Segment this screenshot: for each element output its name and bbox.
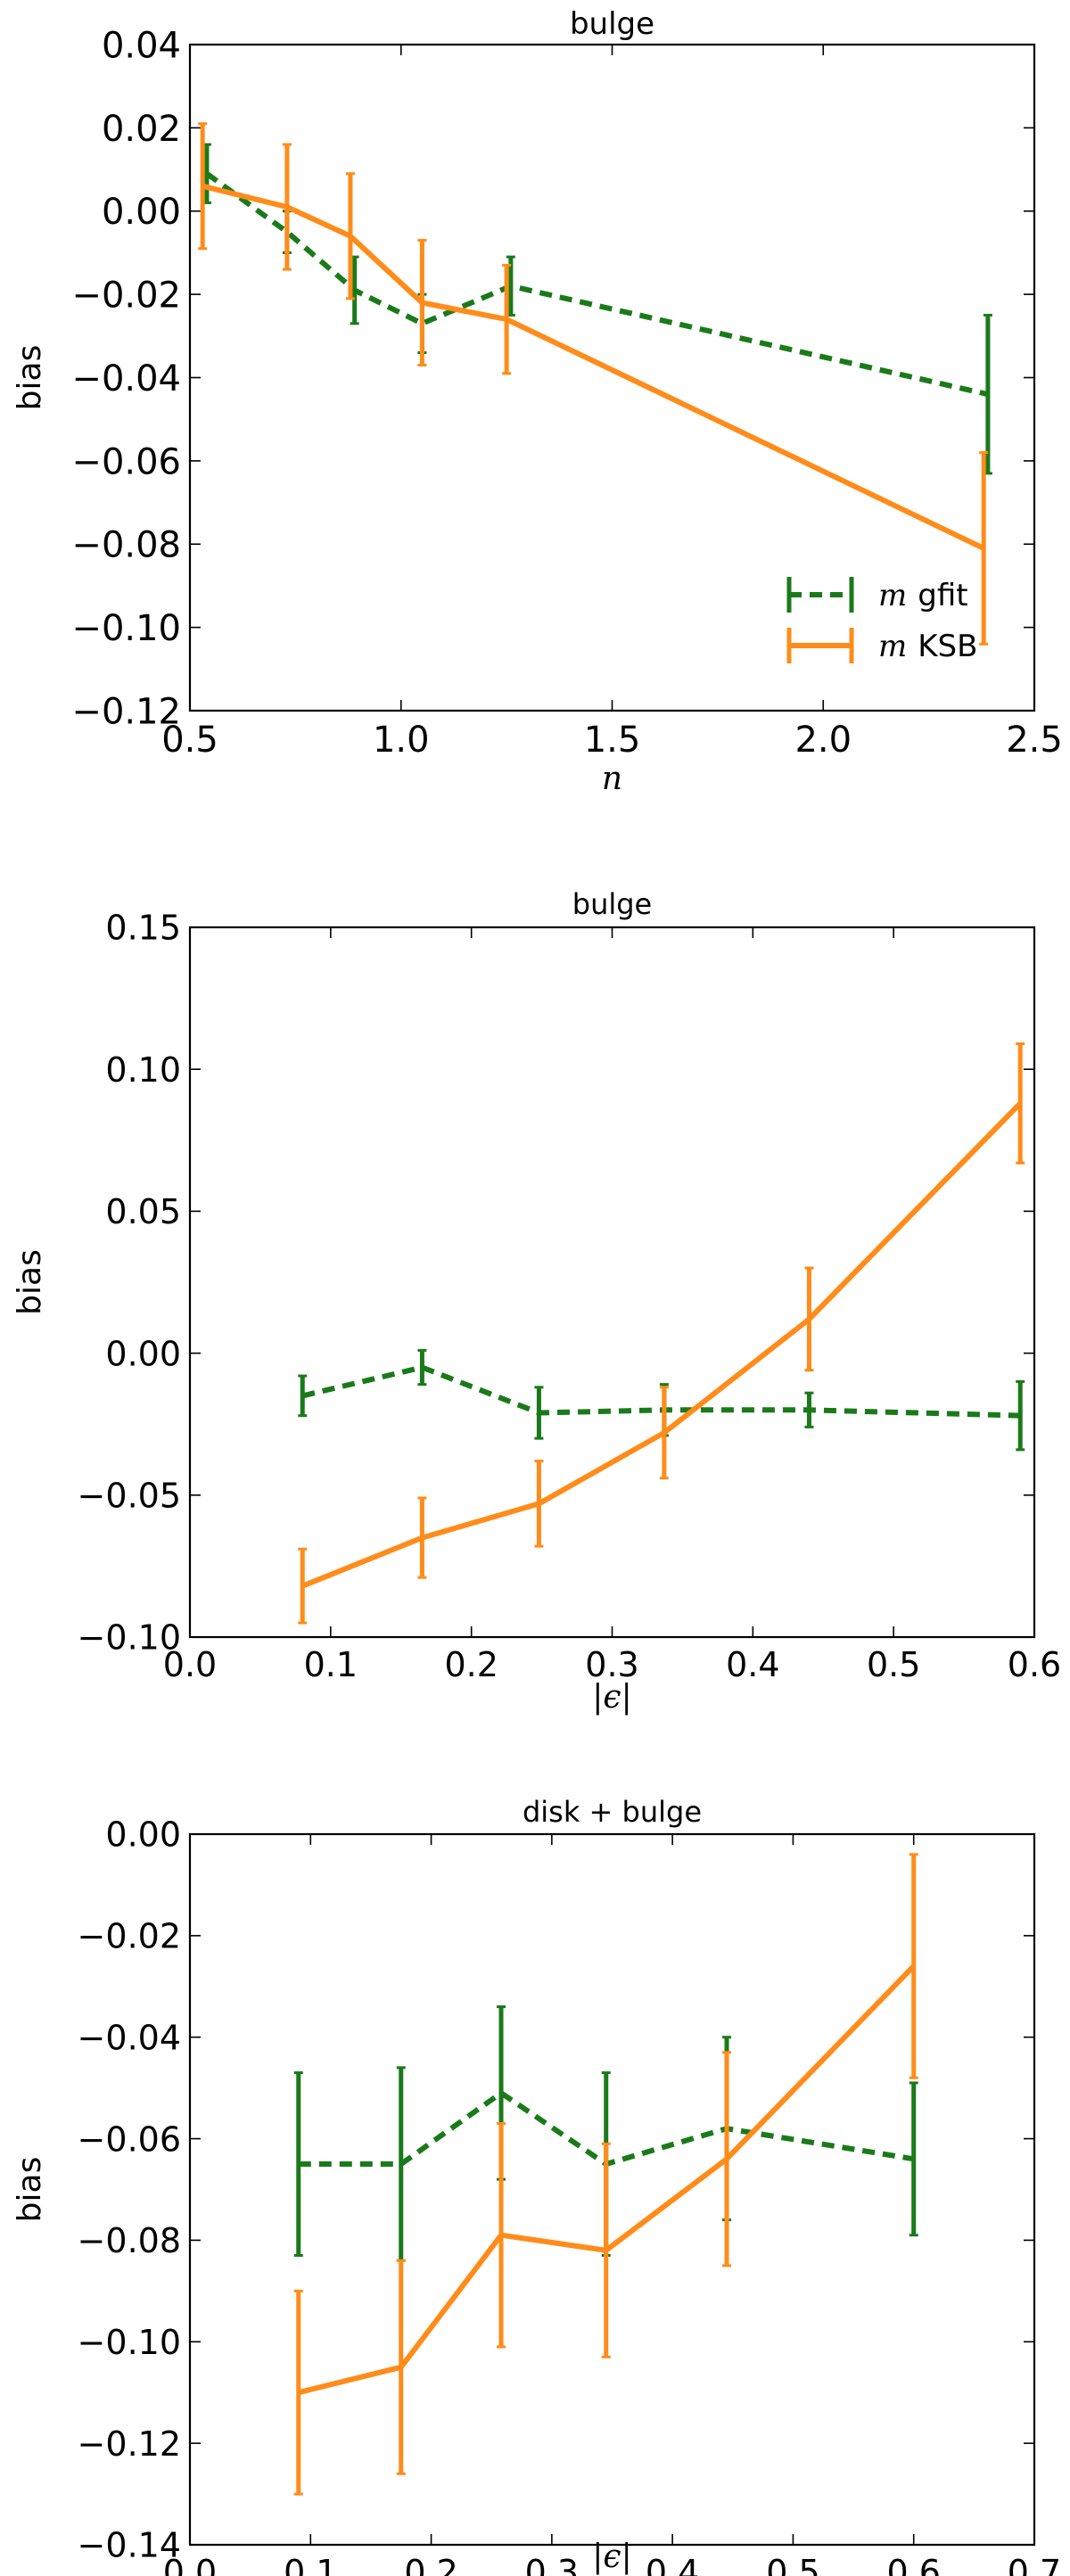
series-ksb	[293, 1853, 918, 2496]
y-tick-label: −0.10	[78, 2323, 181, 2362]
x-tick-label: 0.0	[163, 2553, 217, 2576]
y-axis-label: bias	[12, 345, 48, 411]
y-tick-label: 0.05	[105, 1192, 181, 1231]
y-tick-label: −0.14	[78, 2526, 181, 2565]
x-tick-label: 0.4	[646, 2553, 699, 2576]
series-ksb	[298, 1042, 1025, 1625]
x-tick-label: 0.2	[404, 2553, 457, 2576]
x-tick-label: 0.1	[284, 2553, 337, 2576]
y-tick-label: 0.02	[102, 109, 181, 150]
y-tick-label: −0.04	[78, 2018, 181, 2057]
chart-title: bulge	[572, 887, 652, 921]
series-line	[298, 2090, 915, 2167]
chart-3: 0.0 0.1 0.2 0.3 0.4 0.5 0.6 0.7 0.00 −0.02 −0.04 −0…	[12, 1795, 1061, 2576]
x-tick-label: 1.0	[373, 720, 430, 761]
legend-label: m KSB	[878, 629, 977, 664]
x-tick-label: 0.1	[304, 1645, 358, 1684]
y-tick-label: −0.08	[78, 2221, 181, 2260]
y-tick-label: 0.10	[105, 1050, 181, 1090]
x-tick-label: 0.2	[444, 1645, 498, 1684]
legend-label: m gfit	[878, 578, 968, 613]
x-tick-label: 0.4	[726, 1645, 779, 1684]
chart-1: 0.5 1.0 1.5 2.0 2.5 0.04 0.02 0.00 −0.02 −0.04 −0.…	[12, 6, 1063, 797]
y-tick-label: 0.00	[105, 1334, 181, 1373]
x-axis-label: |ϵ|	[592, 2539, 631, 2575]
series-line	[205, 171, 989, 398]
y-tick-label: −0.10	[71, 608, 181, 649]
y-tick-label: 0.00	[105, 1815, 181, 1855]
x-tick-label: 0.3	[525, 2553, 579, 2576]
series-line	[301, 1364, 1021, 1419]
chart-2: 0.0 0.1 0.2 0.3 0.4 0.5 0.6 0.15 0.10 0.05 0.00 −0.…	[12, 887, 1061, 1716]
y-axis-label: bias	[12, 2157, 48, 2223]
x-tick-label: 0.5	[867, 1645, 920, 1684]
x-axis-label: n	[602, 761, 622, 797]
chart-title: disk + bulge	[523, 1795, 702, 1829]
y-tick-label: 0.00	[102, 192, 181, 233]
x-tick-label: 0.6	[1008, 1645, 1061, 1684]
series-line	[298, 1963, 916, 2396]
y-tick-label: −0.12	[78, 2424, 181, 2464]
y-tick-label: 0.04	[102, 25, 181, 66]
x-tick-label: 0.7	[1008, 2553, 1061, 2576]
x-tick-label: 0.0	[163, 1645, 217, 1684]
y-tick-label: −0.06	[71, 441, 181, 482]
y-tick-label: −0.12	[71, 691, 181, 732]
series-line	[301, 1101, 1023, 1589]
y-tick-label: −0.02	[78, 1917, 181, 1956]
x-tick-label: 2.0	[794, 720, 852, 761]
series-gfit	[202, 143, 992, 475]
series-line	[202, 183, 985, 551]
x-tick-label: 0.3	[585, 1645, 638, 1684]
chart-title: bulge	[570, 6, 654, 42]
y-tick-label: −0.04	[71, 358, 181, 399]
x-axis-label: |ϵ|	[592, 1679, 631, 1716]
legend: m gfit m KSB	[786, 577, 977, 664]
y-axis-label: bias	[12, 1249, 48, 1315]
y-tick-label: −0.08	[71, 525, 181, 566]
y-tick-label: −0.05	[78, 1476, 181, 1515]
plot-frame	[188, 1832, 1036, 2547]
y-tick-label: −0.06	[78, 2119, 181, 2159]
y-tick-label: 0.15	[105, 909, 181, 948]
plot-frame	[188, 926, 1036, 1639]
series-ksb	[198, 122, 989, 646]
x-tick-label: 0.5	[766, 2553, 819, 2576]
x-tick-label: 2.5	[1006, 720, 1063, 761]
x-tick-label: 0.5	[161, 720, 218, 761]
x-tick-label: 0.6	[886, 2553, 940, 2576]
y-tick-label: −0.10	[78, 1618, 181, 1658]
y-tick-label: −0.02	[71, 276, 181, 317]
x-tick-label: 1.5	[584, 720, 641, 761]
